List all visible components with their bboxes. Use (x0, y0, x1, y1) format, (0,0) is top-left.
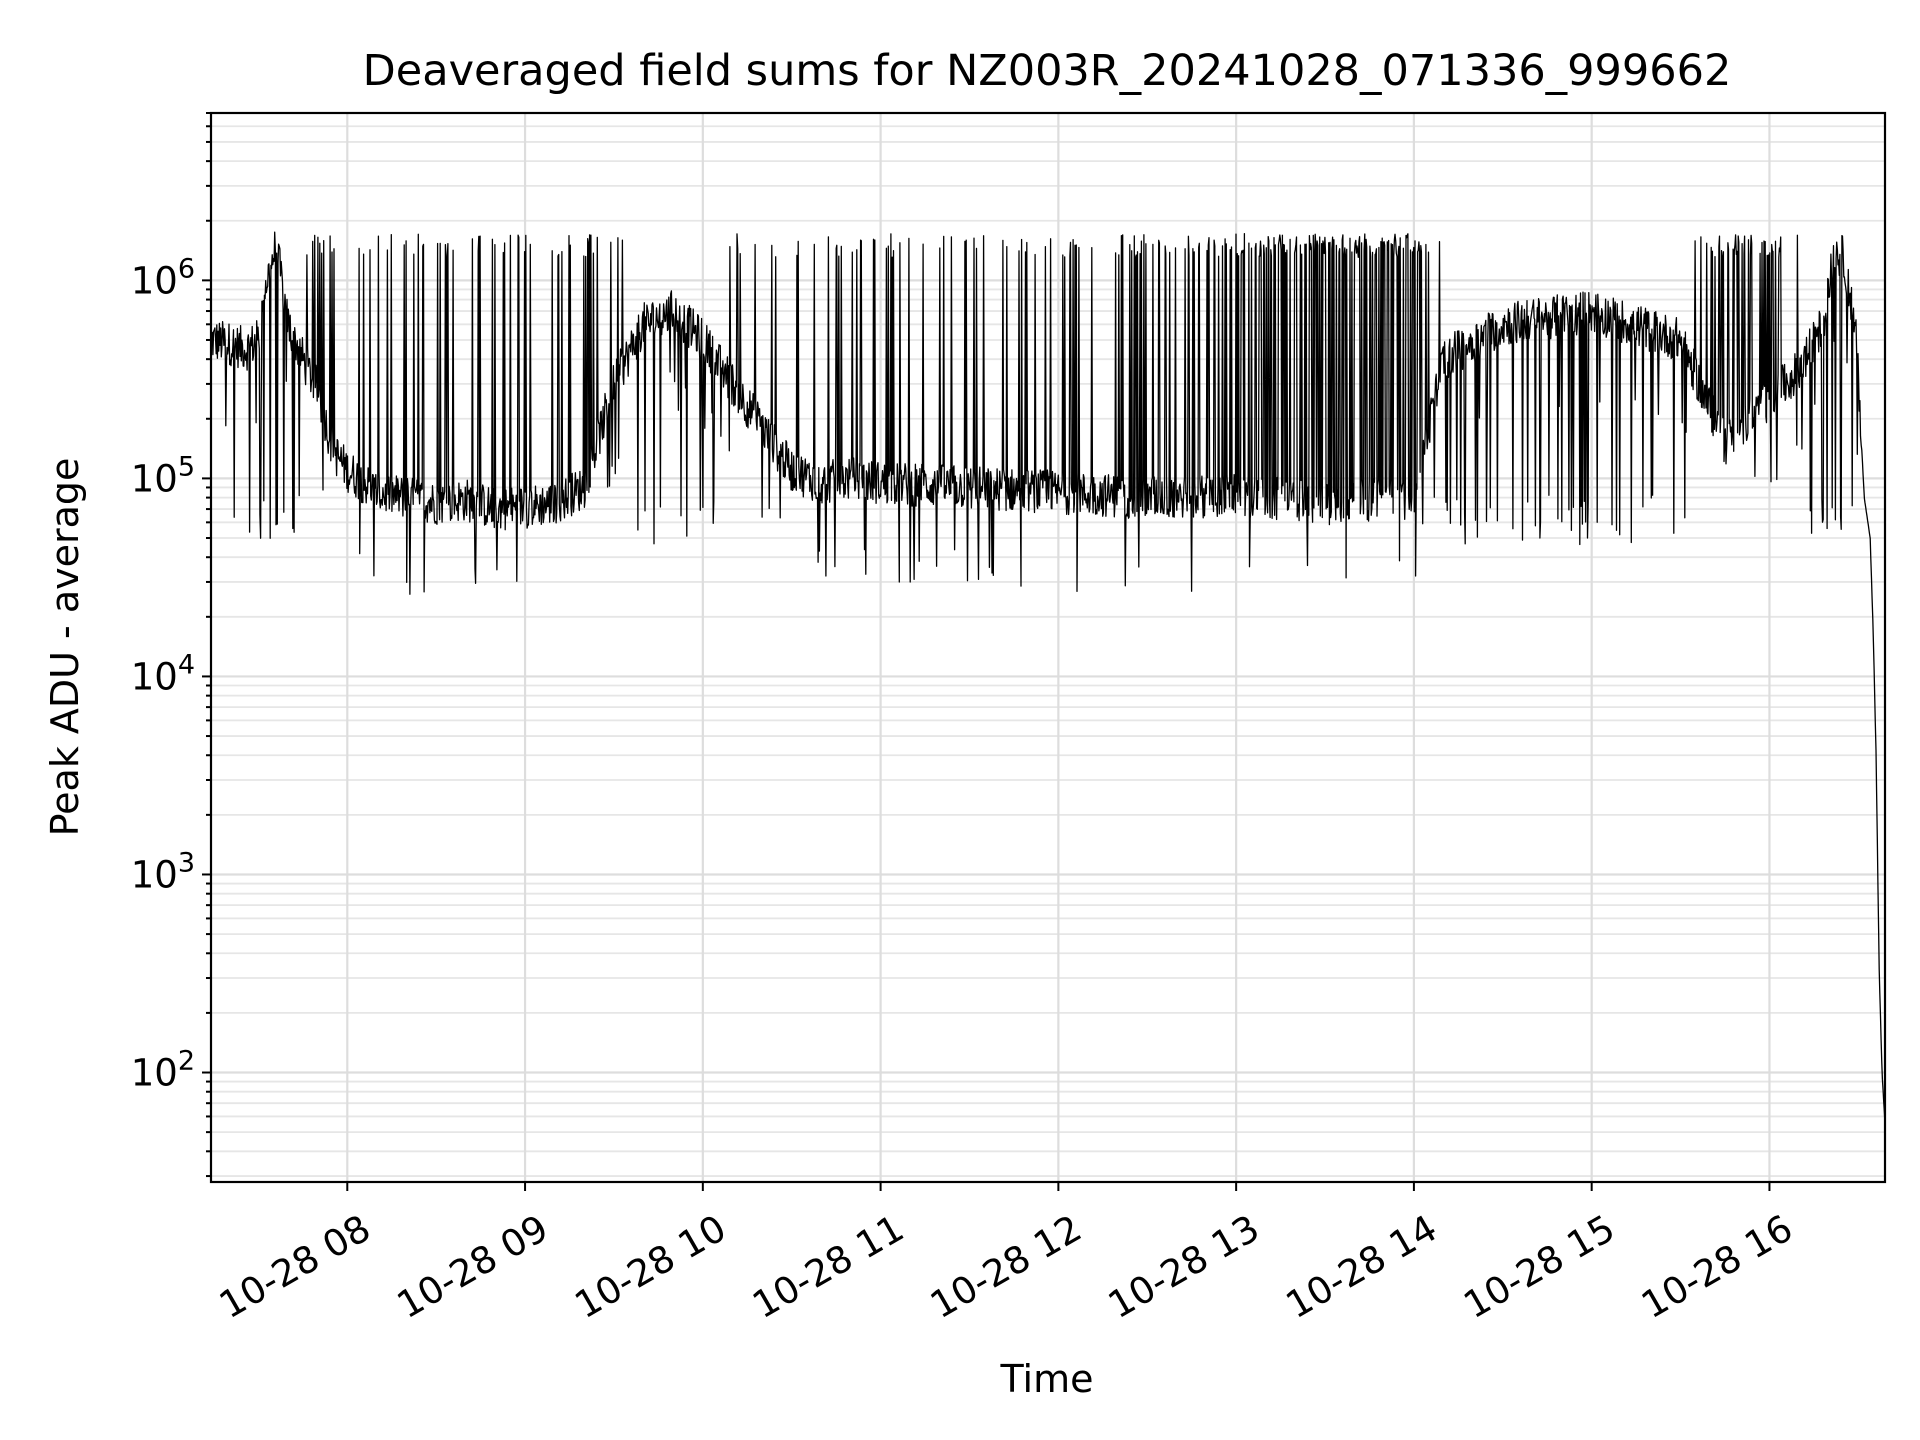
x-tick-label: 10-28 10 (568, 1207, 734, 1327)
x-tick-label: 10-28 14 (1279, 1207, 1445, 1327)
x-axis-label: Time (1000, 1357, 1094, 1401)
axes-frame (209, 111, 1887, 1184)
grid-lines (211, 112, 1885, 1182)
y-tick-label: 106 (131, 253, 195, 302)
y-tick-label: 102 (131, 1046, 195, 1095)
y-tick-label: 104 (131, 649, 195, 698)
plot-area (210, 231, 1886, 1124)
y-axis-label: Peak ADU - average (43, 458, 87, 837)
chart-title: Deaveraged field sums for NZ003R_2024102… (363, 46, 1732, 96)
x-tick-label: 10-28 13 (1101, 1207, 1267, 1327)
y-tick-label: 105 (131, 451, 195, 500)
y-tick-label: 103 (131, 847, 195, 896)
axis-ticks (202, 112, 1771, 1191)
x-axis-tick-labels: 10-28 08 10-28 09 10-28 10 10-28 11 10-28 12… (212, 1207, 1800, 1327)
y-axis-tick-labels: 102 103 104 105 106 (131, 253, 195, 1094)
series-line (210, 231, 1886, 1124)
x-tick-label: 10-28 08 (212, 1207, 378, 1327)
x-tick-label: 10-28 16 (1634, 1207, 1800, 1327)
x-tick-label: 10-28 12 (923, 1207, 1089, 1327)
x-tick-label: 10-28 15 (1456, 1207, 1622, 1327)
x-tick-label: 10-28 11 (745, 1207, 911, 1327)
x-tick-label: 10-28 09 (390, 1207, 556, 1327)
